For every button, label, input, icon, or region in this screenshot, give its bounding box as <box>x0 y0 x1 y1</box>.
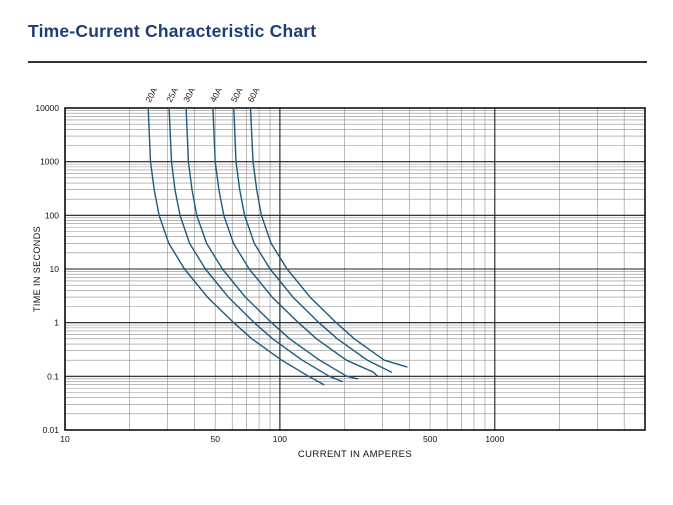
y-tick-label: 1000 <box>40 157 59 167</box>
x-axis-label: CURRENT IN AMPERES <box>297 449 413 460</box>
curve-label-60A: 60A <box>245 86 261 104</box>
x-tick-label: 1000 <box>485 434 504 444</box>
curve-label-30A: 30A <box>181 86 197 104</box>
y-tick-label: 1 <box>54 318 59 328</box>
page-title: Time-Current Characteristic Chart <box>28 21 317 41</box>
curve-label-50A: 50A <box>229 86 245 104</box>
curve-20A <box>147 107 325 386</box>
y-tick-label: 0.1 <box>47 371 59 381</box>
y-tick-label: 10000 <box>35 103 59 113</box>
y-tick-label: 100 <box>45 210 59 220</box>
x-tick-label: 50 <box>210 434 220 444</box>
y-axis-label: TIME IN SECONDS <box>32 225 42 313</box>
x-tick-label: 500 <box>423 434 437 444</box>
curve-30A <box>185 107 359 380</box>
curve-label-40A: 40A <box>208 86 224 104</box>
curve-25A <box>168 107 343 383</box>
y-tick-label: 10 <box>50 264 60 274</box>
curve-label-20A: 20A <box>143 86 159 104</box>
curve-label-25A: 25A <box>164 86 180 104</box>
y-tick-label: 0.01 <box>42 425 59 435</box>
x-tick-label: 10 <box>60 434 70 444</box>
curve-50A <box>233 107 392 373</box>
curve-40A <box>212 107 379 377</box>
curve-60A <box>249 107 408 368</box>
title-divider <box>28 61 647 63</box>
x-tick-label: 100 <box>273 434 287 444</box>
chart-canvas: 10 50 100 500 1000 10000 1000 100 10 1 0.1 0.01 20A 2… <box>35 86 646 444</box>
plot-border <box>64 107 646 431</box>
